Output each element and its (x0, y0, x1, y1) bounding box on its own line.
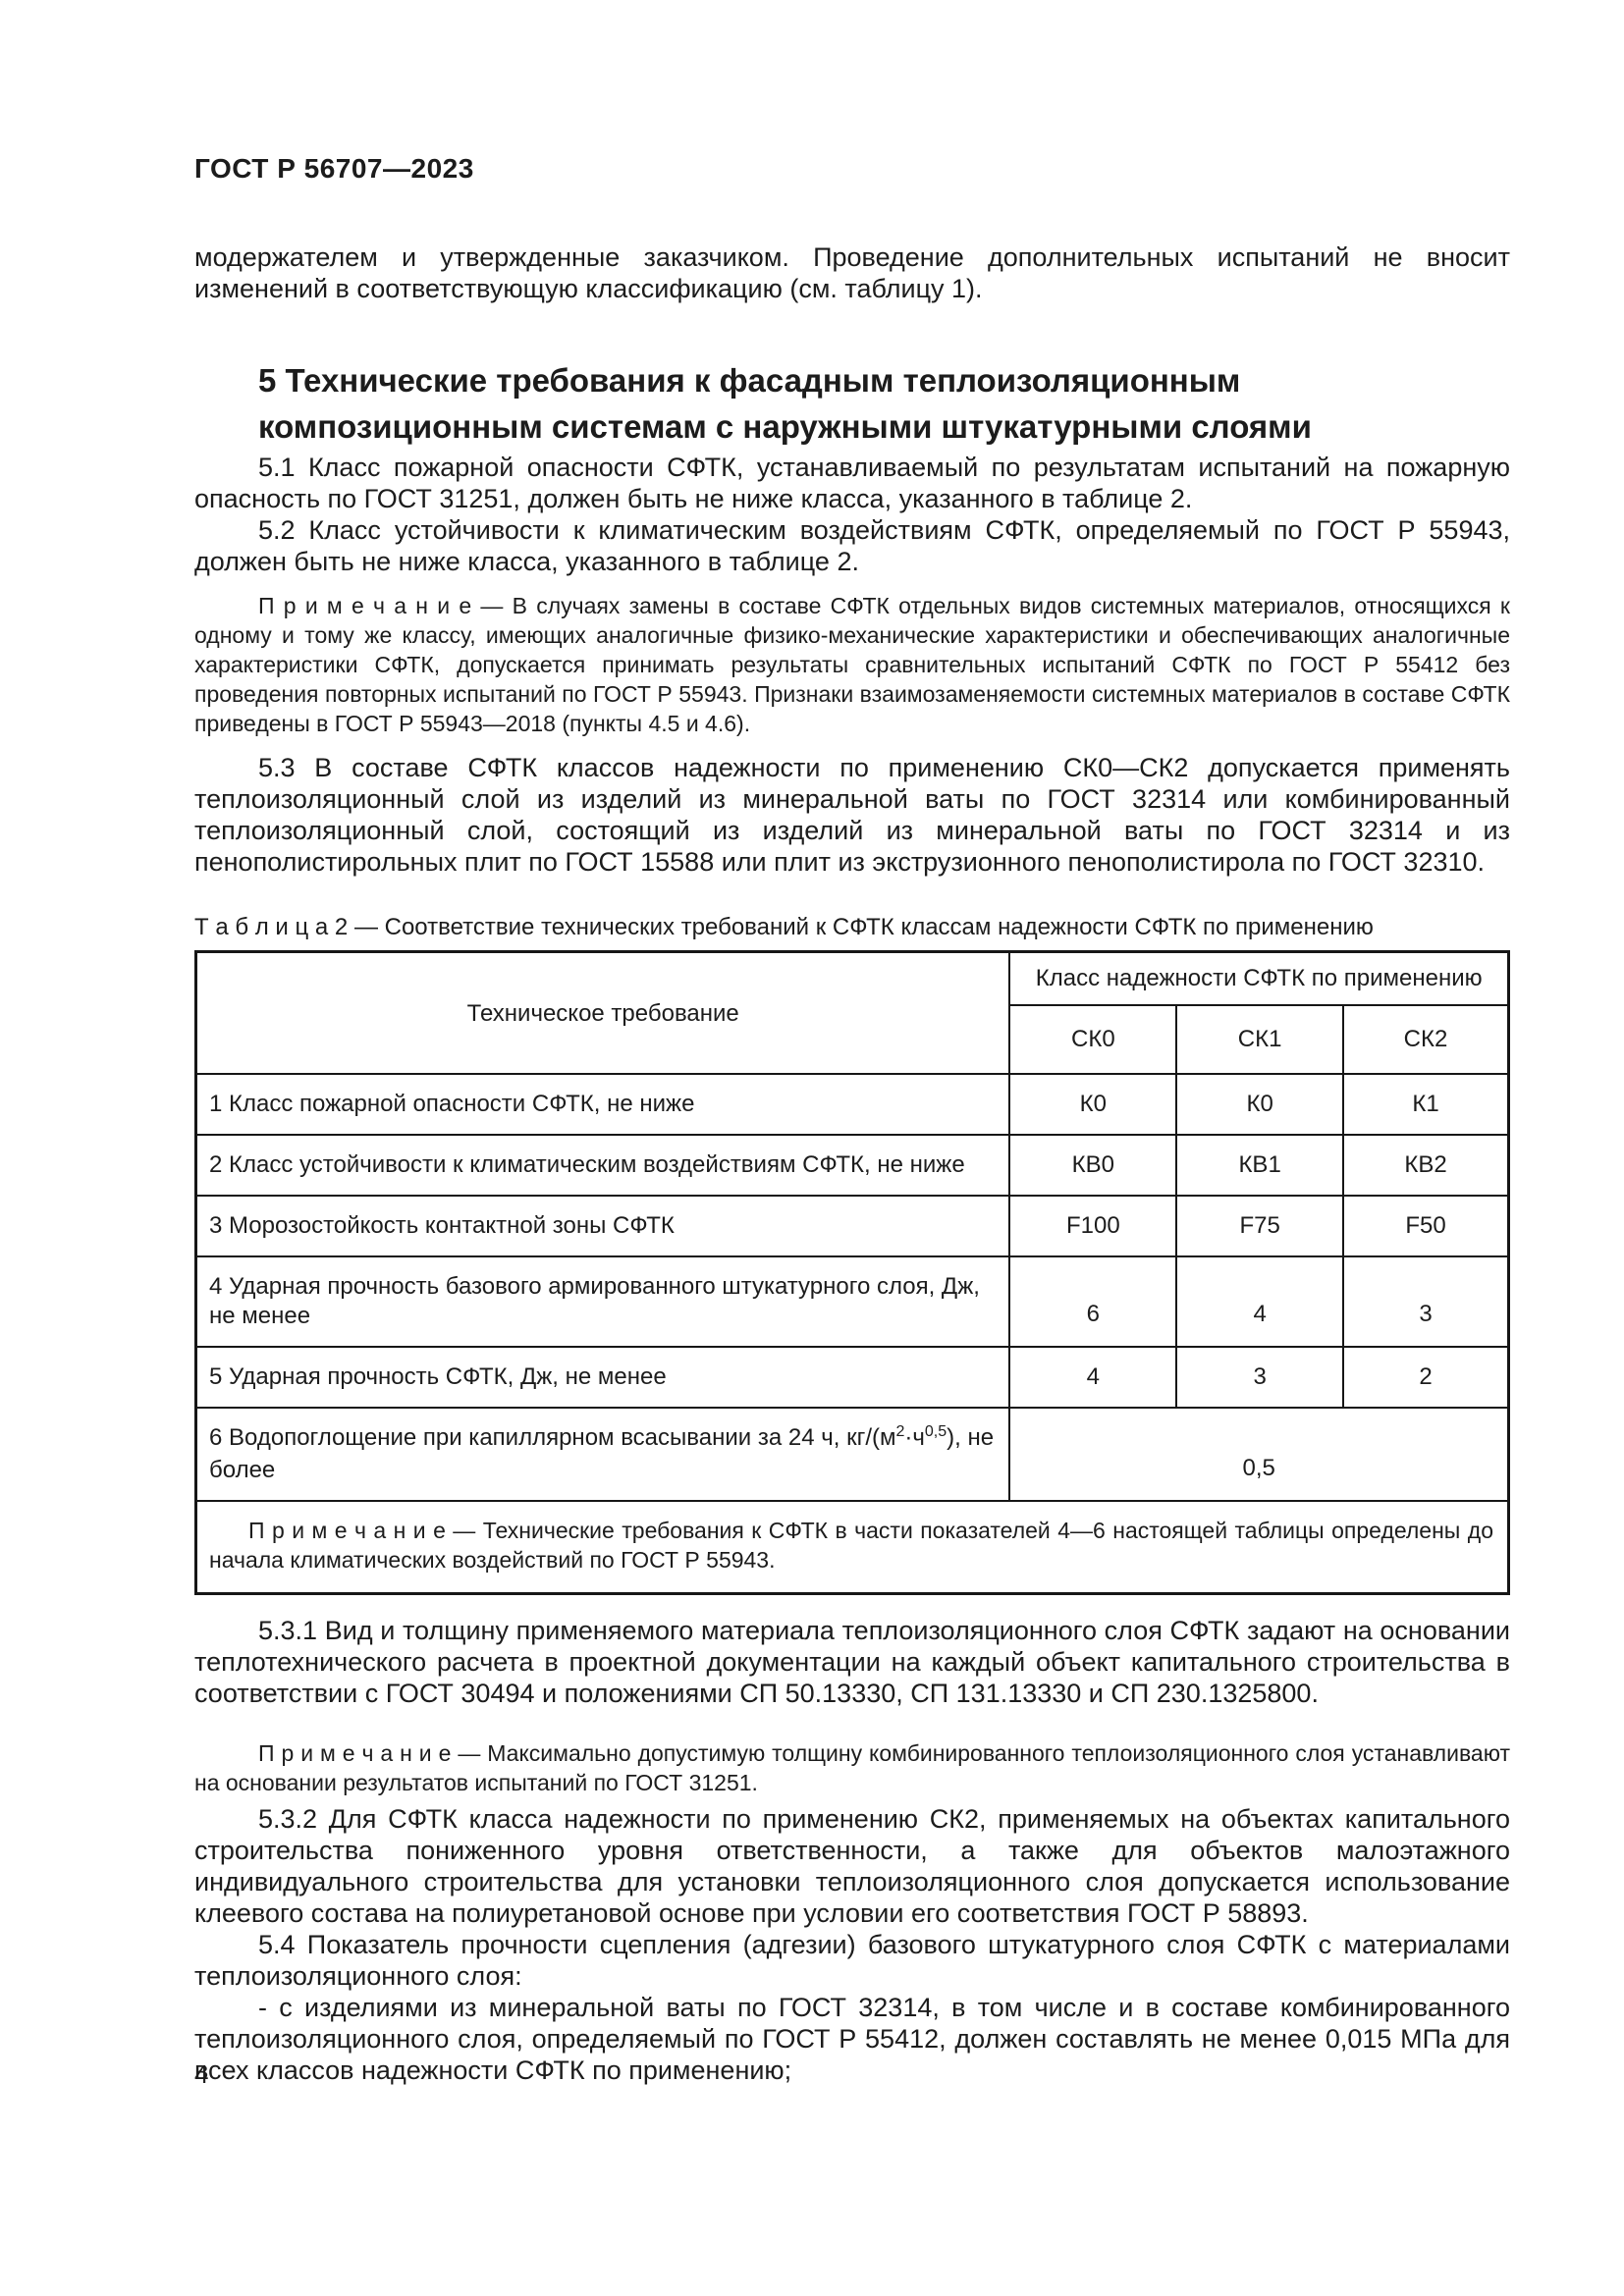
paragraph-5-3-2: 5.3.2 Для СФТК класса надежности по прим… (194, 1804, 1510, 1928)
table-header-row-2: СК0 СК1 СК2 (196, 1004, 1510, 1075)
page-number: 4 (194, 2059, 209, 2089)
row-value: F50 (1342, 1195, 1510, 1257)
table-row-impact-sftk: 5 Ударная прочность СФТК, Дж, не менее 4… (194, 1346, 1510, 1409)
table-row-climate-class: 2 Класс устойчивости к климатическим воз… (194, 1134, 1510, 1197)
row-value: F100 (1008, 1195, 1178, 1257)
row-value: 4 (1175, 1255, 1345, 1348)
header-cell-ck2: СК2 (1342, 1004, 1510, 1075)
superscript: 0,5 (924, 1423, 947, 1440)
row-label: 1 Класс пожарной опасности СФТК, не ниже (194, 1073, 1011, 1136)
table-2: Техническое требование Класс надежности … (194, 950, 1510, 1595)
section-5-heading: 5 Технические требования к фасадным тепл… (258, 357, 1510, 450)
row-value: КВ0 (1008, 1134, 1178, 1197)
table-note-row: П р и м е ч а н и е — Технические требов… (194, 1500, 1510, 1595)
row-value: КВ2 (1342, 1134, 1510, 1197)
table-row-impact-base-layer: 4 Ударная прочность базового армированно… (194, 1255, 1510, 1348)
paragraph-5-1: 5.1 Класс пожарной опасности СФТК, устан… (194, 453, 1510, 513)
row-value: F75 (1175, 1195, 1345, 1257)
paragraph-5-4: 5.4 Показатель прочности сцепления (адге… (194, 1930, 1510, 1991)
row-label-text: 6 Водопоглощение при капиллярном всасыва… (209, 1424, 896, 1451)
header-cell-class-group: Класс надежности СФТК по применению (1008, 950, 1510, 1006)
table-row-water-absorption: 6 Водопоглощение при капиллярном всасыва… (194, 1407, 1510, 1502)
note-after-5-2: П р и м е ч а н и е — В случаях замены в… (194, 593, 1510, 736)
table-note: П р и м е ч а н и е — Технические требов… (194, 1500, 1510, 1595)
row-label: 4 Ударная прочность базового армированно… (194, 1255, 1011, 1348)
header-cell-ck0: СК0 (1008, 1004, 1178, 1075)
header-cell-ck1: СК1 (1175, 1004, 1345, 1075)
row-label-text: ·ч (904, 1424, 925, 1451)
row-label: 2 Класс устойчивости к климатическим воз… (194, 1134, 1011, 1197)
row-value: 3 (1175, 1346, 1345, 1409)
table-row-frost-resistance: 3 Морозостойкость контактной зоны СФТК F… (194, 1195, 1510, 1257)
row-label-text: ), не более (209, 1424, 995, 1483)
note-after-5-3-1: П р и м е ч а н и е — Максимально допуст… (194, 1740, 1510, 1795)
row-value: 3 (1342, 1255, 1510, 1348)
row-value: К0 (1175, 1073, 1345, 1136)
row-merged-value: 0,5 (1008, 1407, 1510, 1502)
row-value: К1 (1342, 1073, 1510, 1136)
table-2-caption: Т а б л и ц а 2 — Соответствие техническ… (194, 914, 1374, 940)
paragraph-5-3: 5.3 В составе СФТК классов надежности по… (194, 753, 1510, 877)
page-content: ГОСТ Р 56707—2023 модержателем и утвержд… (194, 152, 1510, 2086)
paragraph-5-3-1: 5.3.1 Вид и толщину применяемого материа… (194, 1616, 1510, 1708)
superscript: 2 (895, 1423, 905, 1440)
row-label: 3 Морозостойкость контактной зоны СФТК (194, 1195, 1011, 1257)
intro-paragraph: модержателем и утвержденные заказчиком. … (194, 242, 1510, 303)
section-5-heading-line2: композиционным системам с наружными штук… (258, 408, 1312, 445)
header-cell-requirement: Техническое требование (194, 950, 1011, 1075)
row-label: 6 Водопоглощение при капиллярном всасыва… (194, 1407, 1011, 1502)
section-5-heading-line1: 5 Технические требования к фасадным тепл… (258, 362, 1241, 399)
row-value: 2 (1342, 1346, 1510, 1409)
table-row-fire-class: 1 Класс пожарной опасности СФТК, не ниже… (194, 1073, 1510, 1136)
row-label: 5 Ударная прочность СФТК, Дж, не менее (194, 1346, 1011, 1409)
row-value: 4 (1008, 1346, 1178, 1409)
paragraph-5-4-list-item: - с изделиями из минеральной ваты по ГОС… (194, 1993, 1510, 2085)
row-value: 6 (1008, 1255, 1178, 1348)
row-value: КВ1 (1175, 1134, 1345, 1197)
document-code-header: ГОСТ Р 56707—2023 (194, 153, 474, 184)
paragraph-5-2: 5.2 Класс устойчивости к климатическим в… (194, 515, 1510, 576)
table-header-row-1: Техническое требование Класс надежности … (194, 950, 1510, 1075)
row-value: К0 (1008, 1073, 1178, 1136)
